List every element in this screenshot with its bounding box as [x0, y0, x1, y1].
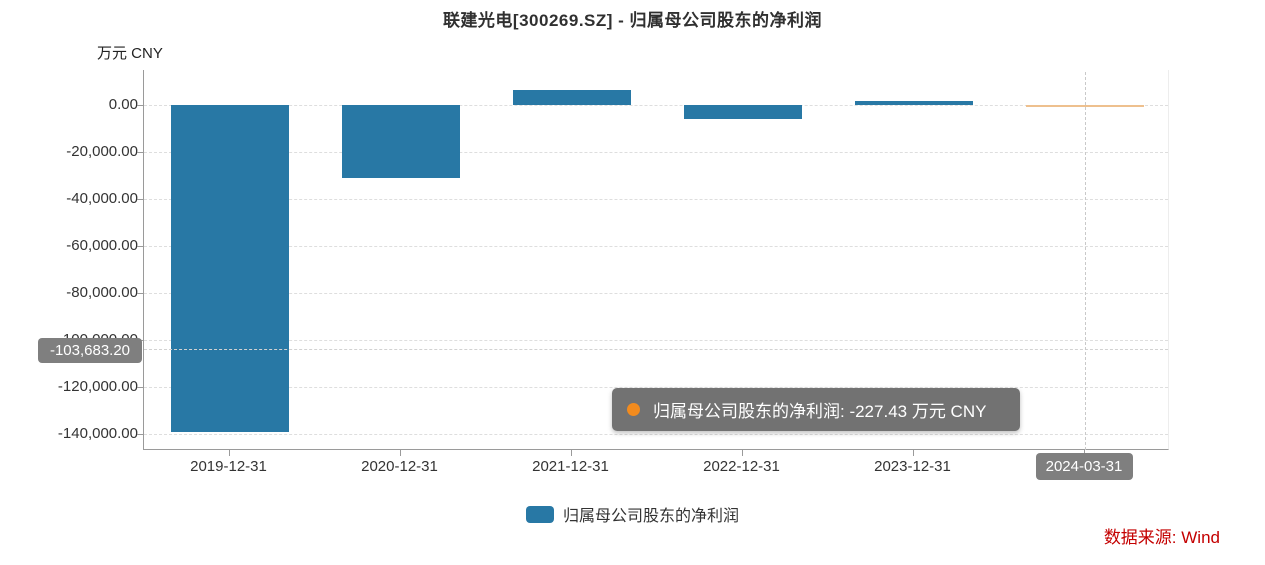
x-tick-label: 2020-12-31: [361, 458, 438, 475]
y-tick-label: -140,000.00: [57, 425, 138, 442]
y-tick-mark: [137, 434, 143, 435]
bar-2021-12-31[interactable]: [512, 90, 631, 105]
y-gridline: [144, 434, 1168, 435]
bar-2019-12-31[interactable]: [170, 105, 289, 432]
x-tick-mark: [741, 450, 743, 456]
y-tick-label: 0.00: [108, 96, 138, 113]
y-axis-unit-label: 万元 CNY: [97, 45, 163, 62]
y-tick-label: -60,000.00: [66, 237, 138, 254]
y-gridline: [144, 105, 1168, 106]
tooltip: 归属母公司股东的净利润: -227.43 万元 CNY: [612, 388, 1020, 431]
x-tick-mark: [570, 450, 572, 456]
bar-2022-12-31[interactable]: [683, 105, 802, 119]
x-tick-label: 2019-12-31: [190, 458, 267, 475]
tooltip-series-dot-icon: [627, 403, 640, 416]
x-tick-mark: [228, 450, 230, 456]
y-gridline: [144, 387, 1168, 388]
y-gridline: [144, 246, 1168, 247]
x-tick-mark: [912, 450, 914, 456]
y-tick-mark: [137, 246, 143, 247]
y-tick-mark: [137, 293, 143, 294]
legend: 归属母公司股东的净利润: [0, 502, 1265, 526]
y-tick-label: -40,000.00: [66, 190, 138, 207]
legend-label: 归属母公司股东的净利润: [562, 508, 739, 525]
tooltip-text: 归属母公司股东的净利润: -227.43 万元 CNY: [653, 402, 987, 421]
data-source: 数据来源: Wind: [1103, 528, 1220, 547]
x-tick-label: 2022-12-31: [703, 458, 780, 475]
legend-swatch-icon: [525, 505, 554, 523]
y-gridline: [144, 199, 1168, 200]
x-tick-mark: [399, 450, 401, 456]
y-tick-label: -20,000.00: [66, 143, 138, 160]
y-tick-label: -120,000.00: [57, 378, 138, 395]
chart-title: 联建光电[300269.SZ] - 归属母公司股东的净利润: [442, 11, 823, 30]
x-tick-label-badge: 2024-03-31: [1035, 453, 1133, 480]
y-axis-marker-badge: -103,683.20: [38, 338, 142, 363]
y-tick-label: -80,000.00: [66, 284, 138, 301]
y-tick-mark: [137, 152, 143, 153]
crosshair-line: [1084, 72, 1086, 450]
y-gridline: [144, 340, 1168, 341]
y-gridline: [144, 293, 1168, 294]
plot-area: [143, 70, 1169, 450]
x-tick-label: 2023-12-31: [874, 458, 951, 475]
y-tick-mark: [137, 105, 143, 106]
x-tick-label: 2021-12-31: [532, 458, 609, 475]
bar-2020-12-31[interactable]: [341, 105, 460, 178]
y-gridline: [144, 152, 1168, 153]
bar-2023-12-31[interactable]: [854, 100, 973, 105]
marker-dashed-line: [144, 348, 1168, 350]
legend-item-net-profit[interactable]: 归属母公司股东的净利润: [525, 502, 739, 526]
y-tick-mark: [137, 199, 143, 200]
y-tick-mark: [137, 387, 143, 388]
